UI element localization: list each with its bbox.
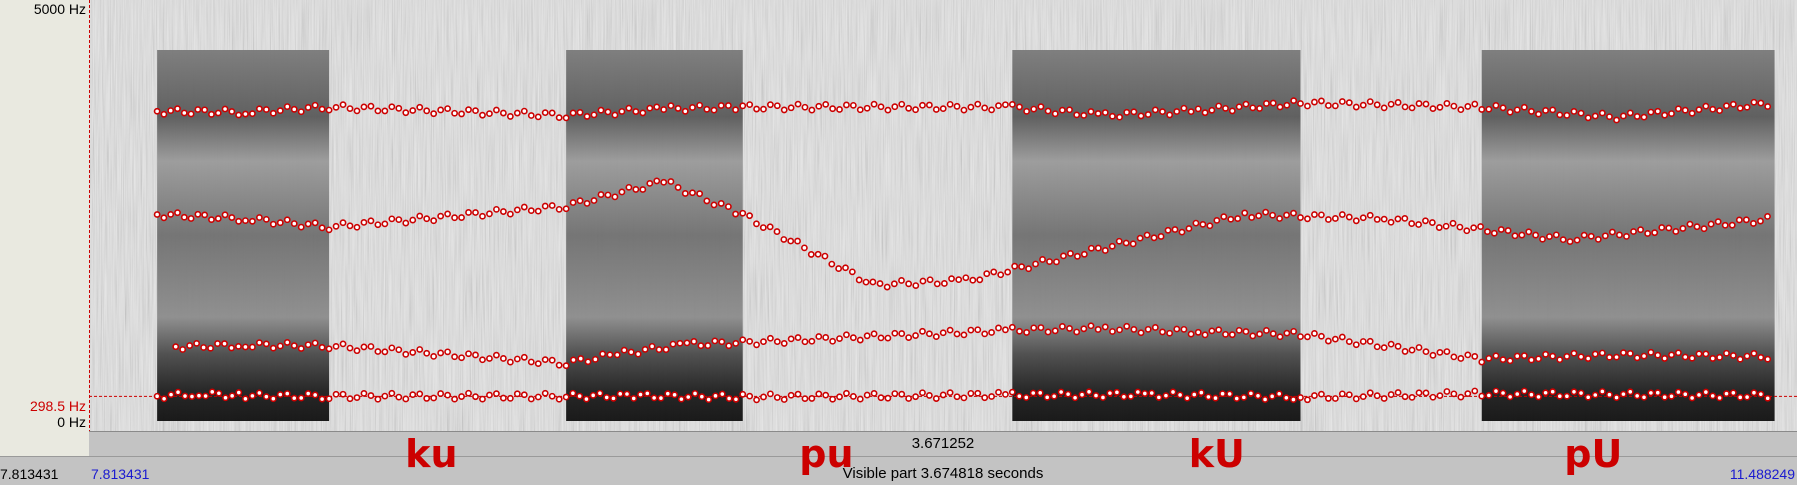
visible-range-bar[interactable]: 7.813431 7.813431 Visible part 3.674818 … xyxy=(0,456,1797,485)
formant-track-f2 xyxy=(172,322,1772,370)
syllable-label-4: pU xyxy=(1564,432,1623,476)
formant-track-f1 xyxy=(153,387,1772,404)
selection-duration-bar[interactable]: 3.671252 xyxy=(89,431,1797,456)
formant-track-f3 xyxy=(153,177,1771,291)
freq-ref-label: 298.5 Hz xyxy=(29,398,86,414)
syllable-label-3: kU xyxy=(1188,432,1245,476)
spectrogram-canvas[interactable] xyxy=(89,0,1797,431)
syllable-label-1: ku xyxy=(405,432,458,476)
formant-track-f4 xyxy=(153,97,1772,124)
freq-max-label: 5000 Hz xyxy=(33,1,86,17)
freq-zero-label: 0 Hz xyxy=(57,414,86,430)
visible-duration-text: Visible part 3.674818 seconds xyxy=(842,465,1044,482)
formant-tracks xyxy=(153,97,1772,404)
syllable-label-2: pu xyxy=(799,432,854,476)
visible-end-time: 11.488249 xyxy=(1729,466,1795,482)
frequency-axis: 5000 Hz 298.5 Hz 0 Hz xyxy=(0,0,89,431)
selection-duration: 3.671252 xyxy=(911,435,975,452)
visible-start-time: 7.813431 xyxy=(91,466,150,482)
spectrogram-view[interactable] xyxy=(89,0,1797,431)
window-start-time: 7.813431 xyxy=(0,466,59,482)
speech-segment-1 xyxy=(157,50,330,421)
